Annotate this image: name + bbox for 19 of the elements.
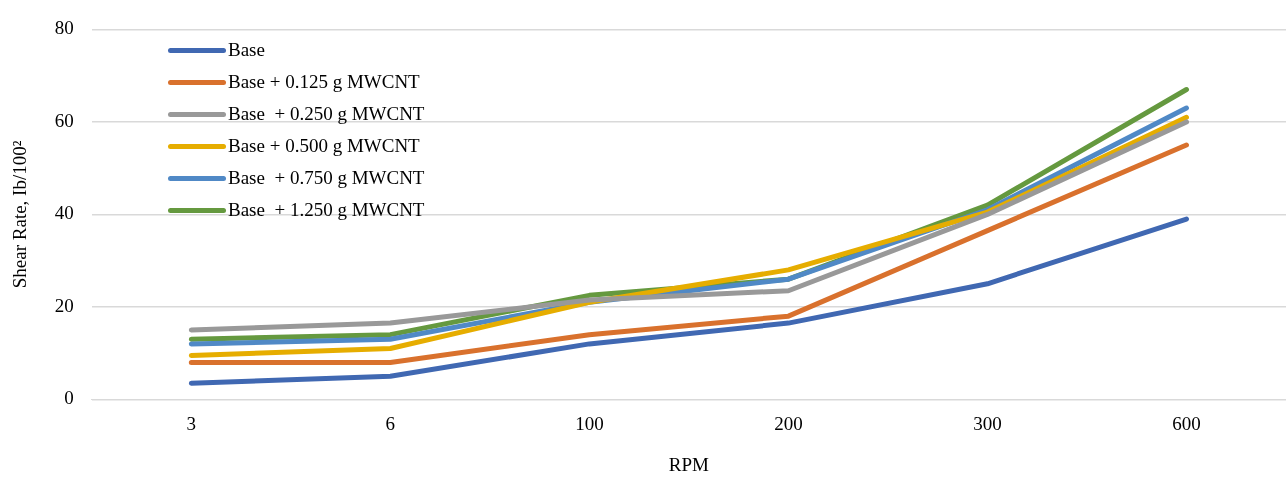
- y-tick-label: 40: [54, 202, 74, 224]
- x-axis-title: RPM: [668, 453, 710, 475]
- legend-label: Base + 1.250 g MWCNT: [228, 199, 425, 221]
- legend-label: Base + 0.250 g MWCNT: [228, 103, 425, 125]
- legend-label: Base + 0.750 g MWCNT: [228, 167, 425, 189]
- y-tick-label: 0: [64, 387, 74, 409]
- x-tick-label: 3: [186, 412, 197, 434]
- x-tick-label: 200: [774, 412, 803, 434]
- x-tick-label: 6: [385, 412, 396, 434]
- legend-label: Base + 0.500 g MWCNT: [228, 135, 420, 157]
- y-tick-label: 20: [54, 294, 74, 316]
- legend-label: Base: [228, 39, 265, 61]
- x-tick-label: 300: [973, 412, 1002, 434]
- y-axis-title: Shear Rate, Ib/100²: [9, 140, 31, 289]
- legend-label: Base + 0.125 g MWCNT: [228, 71, 420, 93]
- y-tick-label: 60: [54, 109, 74, 131]
- y-tick-label: 80: [54, 17, 74, 39]
- x-tick-label: 600: [1172, 412, 1201, 434]
- x-tick-label: 100: [575, 412, 604, 434]
